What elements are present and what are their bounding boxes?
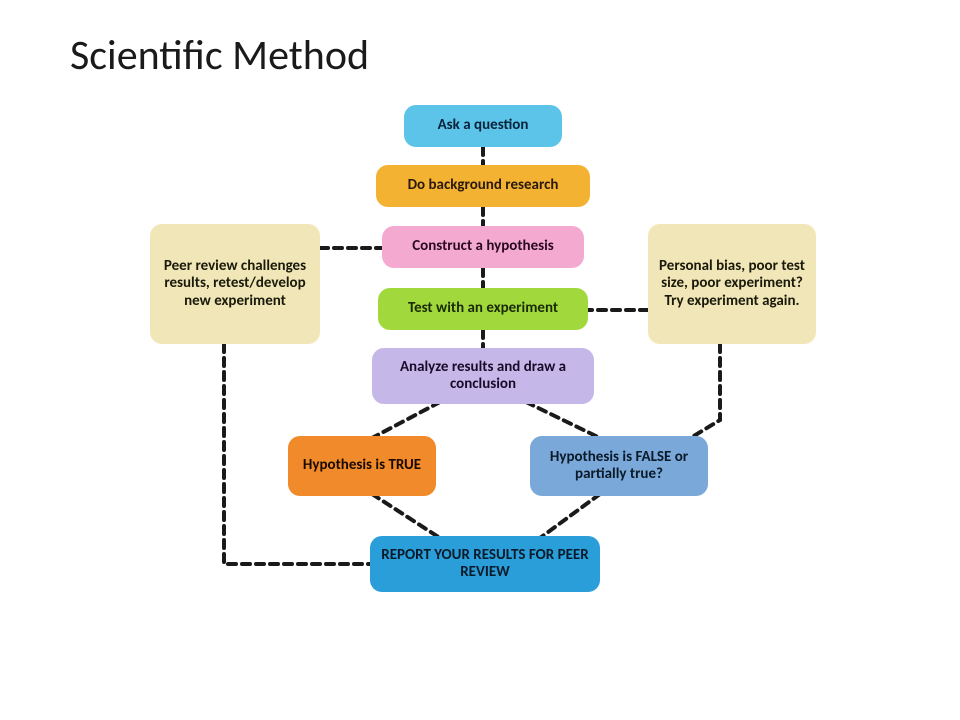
node-report: REPORT YOUR RESULTS FOR PEER REVIEW [370,536,600,592]
edge-false-report [540,494,600,538]
edge-true-report [372,494,440,538]
node-peer: Peer review challenges results, retest/d… [150,224,320,344]
edge-analyze-false [526,402,600,438]
node-research: Do background research [376,165,590,207]
node-false: Hypothesis is FALSE or partially true? [530,436,708,496]
edge-bias-false [684,344,720,442]
node-ask: Ask a question [404,105,562,147]
node-true: Hypothesis is TRUE [288,436,436,496]
node-bias: Personal bias, poor test size, poor expe… [648,224,816,344]
node-test: Test with an experiment [378,288,588,330]
edge-analyze-true [372,402,440,438]
flowchart-canvas: Ask a question Do background research Co… [0,0,960,720]
node-analyze: Analyze results and draw a conclusion [372,348,594,404]
node-hypothesis: Construct a hypothesis [382,226,584,268]
